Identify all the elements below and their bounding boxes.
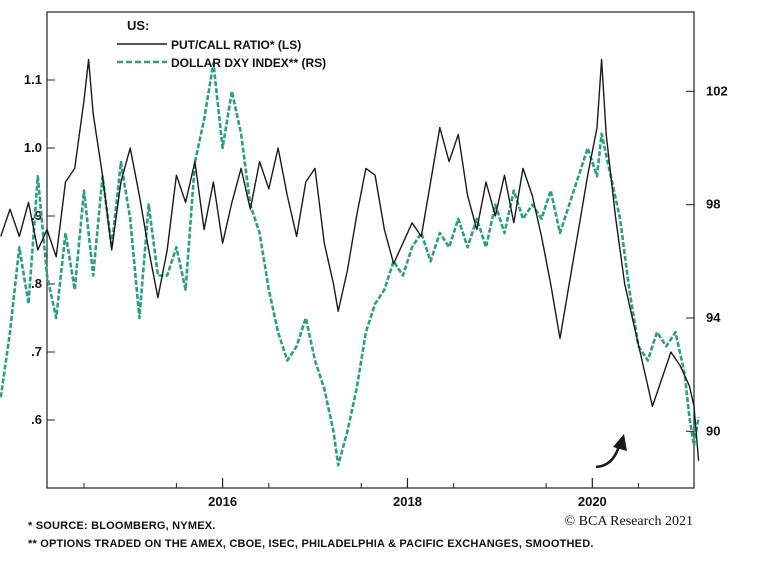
x-tick-label: 2016 bbox=[208, 494, 237, 509]
legend-label: PUT/CALL RATIO* (LS) bbox=[171, 38, 301, 52]
plot-frame bbox=[46, 11, 695, 489]
upturn-arrowhead-icon bbox=[613, 434, 627, 451]
series-layer bbox=[0, 58, 700, 467]
legend: US: PUT/CALL RATIO* (LS) DOLLAR DXY INDEX*… bbox=[117, 18, 326, 70]
left-axis: .6 .7 .8 .9 1.0 1.1 bbox=[24, 72, 55, 427]
footnote-source: * SOURCE: BLOOMBERG, NYMEX. bbox=[28, 520, 216, 532]
upturn-arrow-icon bbox=[595, 445, 621, 469]
left-tick-label: .8 bbox=[31, 276, 42, 291]
x-axis: 2016 2018 2020 bbox=[83, 478, 640, 509]
right-axis: 90 94 98 102 bbox=[686, 83, 728, 438]
x-tick-label: 2020 bbox=[578, 494, 607, 509]
left-tick-label: 1.1 bbox=[24, 72, 42, 87]
dollar-dxy-line bbox=[0, 61, 700, 467]
right-tick-label: 98 bbox=[706, 197, 720, 212]
right-tick-label: 102 bbox=[706, 83, 728, 98]
left-tick-label: .6 bbox=[31, 412, 42, 427]
legend-title: US: bbox=[127, 18, 149, 33]
left-tick-label: .9 bbox=[31, 208, 42, 223]
left-tick-label: 1.0 bbox=[24, 140, 42, 155]
footnote-options: ** OPTIONS TRADED ON THE AMEX, CBOE, ISE… bbox=[28, 538, 594, 550]
put-call-ratio-line bbox=[0, 58, 700, 461]
x-tick-label: 2018 bbox=[393, 494, 422, 509]
legend-label: DOLLAR DXY INDEX** (RS) bbox=[171, 56, 326, 70]
right-tick-label: 90 bbox=[706, 423, 720, 438]
left-tick-label: .7 bbox=[31, 344, 42, 359]
bca-credit: © BCA Research 2021 bbox=[564, 514, 693, 529]
right-tick-label: 94 bbox=[706, 310, 721, 325]
